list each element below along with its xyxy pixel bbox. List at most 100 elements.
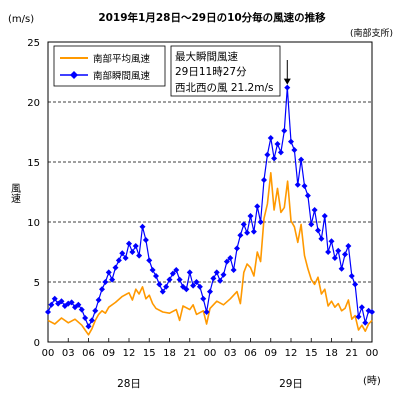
gust-point bbox=[102, 279, 109, 285]
gust-point bbox=[321, 213, 328, 219]
gust-point bbox=[169, 270, 176, 277]
annotation-box bbox=[170, 45, 281, 97]
gust-point bbox=[308, 221, 315, 228]
y-tick-label: 10 bbox=[27, 218, 40, 229]
gust-point bbox=[267, 135, 274, 141]
annotation-line-2: 29日11時27分 bbox=[175, 66, 247, 78]
gust-point bbox=[244, 229, 251, 236]
gust-point bbox=[284, 84, 291, 91]
gust-point bbox=[342, 251, 348, 258]
gust-point bbox=[304, 192, 311, 199]
gust-point bbox=[271, 155, 278, 162]
gust-point bbox=[358, 304, 365, 311]
gust-point bbox=[298, 156, 305, 163]
gust-point bbox=[95, 297, 102, 303]
annotation-line-1: 最大瞬間風速 bbox=[175, 50, 238, 63]
gust-point bbox=[51, 295, 58, 302]
gust-point bbox=[109, 276, 116, 283]
day-label: 29日 bbox=[279, 378, 303, 390]
gust-point bbox=[82, 315, 89, 321]
gust-point bbox=[45, 309, 51, 315]
y-tick-label: 20 bbox=[27, 98, 40, 109]
x-tick-labels: 00 03 06 09 12 15 18 21 00 03 06 09 12 15 18 21 00 bbox=[42, 338, 379, 359]
gust-point bbox=[115, 257, 122, 264]
gust-point bbox=[227, 255, 234, 261]
gust-point bbox=[240, 221, 247, 228]
x-tick-label: 03 bbox=[62, 348, 75, 359]
gust-point bbox=[122, 255, 129, 261]
gust-point bbox=[247, 213, 254, 219]
gust-point bbox=[176, 276, 183, 283]
gust-point bbox=[331, 255, 338, 261]
gust-point bbox=[220, 271, 227, 278]
gust-point bbox=[129, 249, 136, 255]
x-tick-label: 00 bbox=[366, 348, 379, 359]
day-labels: 28日 29日 bbox=[117, 378, 303, 390]
x-tick-label: 12 bbox=[285, 348, 298, 359]
gust-point bbox=[311, 207, 318, 213]
gust-point bbox=[132, 243, 139, 249]
gust-point bbox=[193, 279, 200, 285]
gust-point bbox=[149, 267, 156, 273]
legend: 南部平均風速 南部瞬間風速 bbox=[53, 45, 166, 87]
gust-point bbox=[105, 269, 112, 276]
gust-point bbox=[186, 269, 193, 276]
gust-point bbox=[210, 275, 217, 282]
gust-point bbox=[264, 151, 271, 158]
gust-point bbox=[301, 183, 308, 189]
x-tick-label: 15 bbox=[143, 348, 156, 359]
x-tick-label: 09 bbox=[102, 348, 115, 359]
x-tick-label: 06 bbox=[82, 348, 95, 359]
gust-point bbox=[318, 235, 325, 242]
gust-point bbox=[75, 301, 82, 308]
x-tick-label: 15 bbox=[305, 348, 318, 359]
legend-label-average: 南部平均風速 bbox=[93, 53, 151, 65]
gust-point bbox=[352, 281, 359, 288]
gust-point bbox=[369, 309, 375, 315]
gust-point bbox=[88, 317, 95, 324]
gust-point bbox=[112, 264, 119, 271]
gust-point bbox=[345, 243, 352, 249]
gust-point bbox=[362, 319, 369, 326]
series-gust bbox=[45, 84, 375, 330]
gust-point bbox=[119, 250, 126, 257]
gust-point bbox=[58, 298, 65, 305]
gust-point bbox=[142, 237, 149, 243]
legend-marker-gust bbox=[70, 71, 78, 79]
gust-point bbox=[173, 267, 180, 273]
gust-point bbox=[166, 276, 173, 283]
gust-point bbox=[288, 138, 294, 145]
y-tick-labels: 0 5 10 15 20 25 bbox=[27, 38, 40, 349]
gust-point bbox=[355, 313, 362, 320]
gust-point bbox=[274, 141, 281, 147]
x-tick-label: 03 bbox=[224, 348, 237, 359]
gust-point bbox=[254, 203, 261, 210]
gust-point bbox=[338, 265, 345, 272]
x-tick-label: 18 bbox=[163, 348, 176, 359]
gust-point bbox=[234, 245, 240, 252]
gust-point bbox=[153, 273, 159, 279]
average-speed-line bbox=[47, 172, 373, 336]
gust-point bbox=[281, 127, 288, 134]
annotation-arrowhead bbox=[283, 78, 291, 85]
gust-point bbox=[146, 257, 153, 264]
gust-point bbox=[136, 252, 143, 259]
gust-point bbox=[315, 227, 321, 234]
gust-point bbox=[250, 228, 257, 235]
gust-point bbox=[139, 223, 146, 230]
gust-point bbox=[99, 286, 105, 293]
y-axis-title: 風速 bbox=[9, 183, 21, 203]
gust-point bbox=[183, 286, 190, 293]
gust-point bbox=[348, 273, 355, 279]
gust-point bbox=[237, 232, 244, 239]
y-unit-label: (m/s) bbox=[8, 14, 34, 25]
x-tick-label: 09 bbox=[264, 348, 277, 359]
series-average bbox=[47, 172, 373, 336]
gust-point bbox=[48, 301, 55, 308]
x-tick-label: 12 bbox=[123, 348, 136, 359]
x-tick-label: 00 bbox=[42, 348, 55, 359]
x-tick-label: 21 bbox=[183, 348, 196, 359]
max-gust-annotation: 最大瞬間風速 29日11時27分 西北西の風 21.2m/s bbox=[170, 45, 291, 97]
gust-point bbox=[159, 288, 166, 295]
gust-point bbox=[126, 240, 132, 247]
